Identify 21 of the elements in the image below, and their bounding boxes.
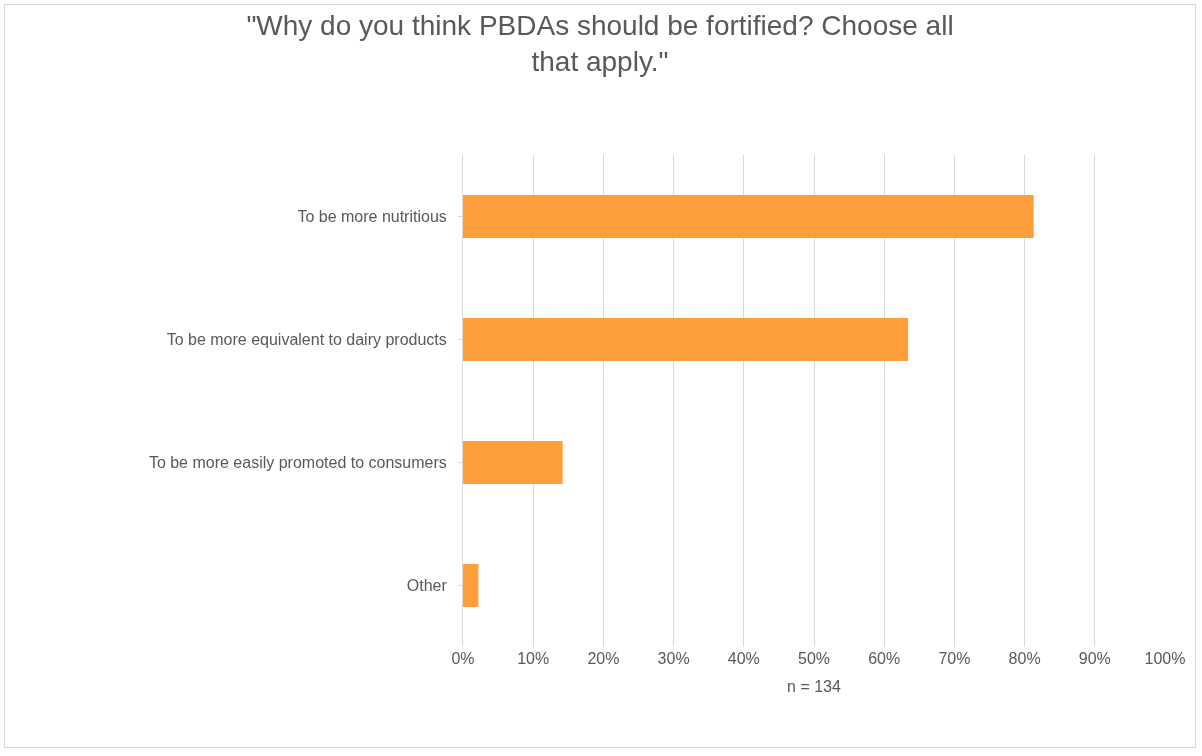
x-tick-label: 90%: [1078, 650, 1111, 667]
x-tick-label: 80%: [1008, 650, 1041, 667]
x-tick-label: 70%: [938, 650, 971, 667]
x-tick-label: 30%: [657, 650, 690, 667]
bar: [463, 563, 479, 608]
chart-title: "Why do you think PBDAs should be fortified? Choose all that apply.": [246, 9, 954, 78]
x-tick-label: 50%: [797, 650, 831, 667]
bar: [463, 194, 1034, 239]
y-tick-label: To be more easily promoted to consumers: [148, 454, 447, 472]
bar: [463, 317, 909, 362]
y-tick-label: To be more equivalent to dairy products: [166, 331, 447, 349]
x-tick-label: 100%: [1144, 650, 1186, 667]
y-tick-label: Other: [406, 577, 448, 595]
x-axis-title: n = 134: [787, 677, 842, 695]
x-tick-label: 20%: [587, 650, 620, 667]
x-tick-label: 60%: [868, 650, 901, 667]
bar: [463, 440, 563, 485]
x-tick-label: 40%: [727, 650, 760, 667]
x-tick-label: 10%: [517, 650, 550, 667]
y-tick-label: To be more nutritious: [297, 208, 447, 226]
x-tick-label: 0%: [451, 650, 475, 667]
